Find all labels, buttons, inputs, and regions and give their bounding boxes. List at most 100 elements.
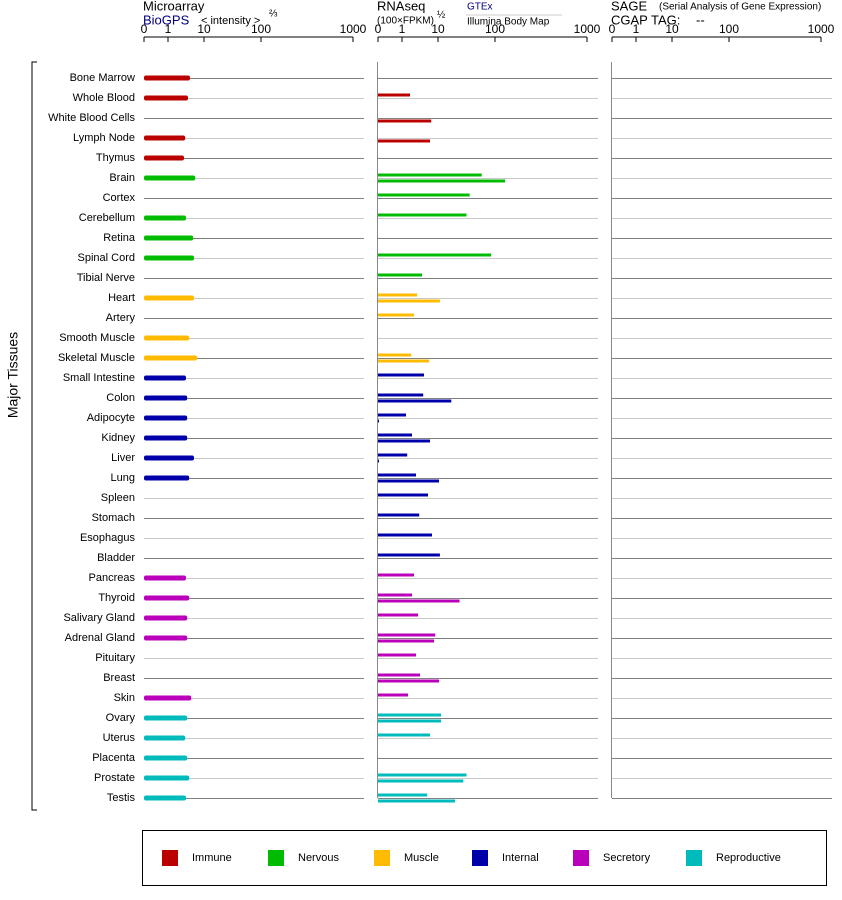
x-tick-label: 10 xyxy=(665,22,679,36)
category-label: Placenta xyxy=(92,752,136,764)
legend-swatch xyxy=(686,850,702,866)
category-label: Lung xyxy=(111,472,135,484)
bar xyxy=(378,353,412,357)
legend-label: Immune xyxy=(192,852,232,864)
x-tick-label: 0 xyxy=(141,22,148,36)
series-name: Illumina Body Map xyxy=(467,17,550,28)
bar xyxy=(378,493,428,497)
bar xyxy=(144,595,190,601)
category-label: Cerebellum xyxy=(79,212,135,224)
category-label: Salivary Gland xyxy=(63,612,135,624)
bar xyxy=(144,415,188,421)
x-tick-label: 1 xyxy=(399,22,406,36)
category-label: Heart xyxy=(108,292,135,304)
bar xyxy=(378,473,416,477)
category-label: Tibial Nerve xyxy=(77,272,135,284)
bar xyxy=(378,653,416,657)
x-tick-label: 0 xyxy=(609,22,616,36)
panel-source: BioGPS xyxy=(143,12,190,27)
bar xyxy=(144,255,194,261)
bar xyxy=(378,533,432,537)
bar xyxy=(378,293,418,297)
panel-title: SAGE xyxy=(611,0,647,13)
series-name: GTEx xyxy=(467,2,493,13)
category-label: Prostate xyxy=(94,772,135,784)
legend-swatch xyxy=(268,850,284,866)
category-label: Lymph Node xyxy=(73,132,135,144)
bar xyxy=(378,719,442,723)
tag-value: -- xyxy=(696,12,705,27)
x-tick-label: 1000 xyxy=(808,22,835,36)
bar xyxy=(144,775,190,781)
category-label: Adipocyte xyxy=(87,412,135,424)
bar xyxy=(378,793,428,797)
panel-unit: (100×FPKM) xyxy=(377,16,434,27)
category-label: Spinal Cord xyxy=(78,252,135,264)
bar xyxy=(378,679,440,683)
panel-title: RNAseq xyxy=(377,0,425,13)
x-tick-label: 1000 xyxy=(340,22,367,36)
legend-label: Reproductive xyxy=(716,852,781,864)
bar xyxy=(378,633,436,637)
bar xyxy=(378,479,440,483)
x-tick-label: 100 xyxy=(719,22,739,36)
panel-unit-exponent: ½ xyxy=(437,10,446,21)
category-label: Smooth Muscle xyxy=(59,332,135,344)
category-label: Kidney xyxy=(101,432,135,444)
category-label: Skeletal Muscle xyxy=(58,352,135,364)
bar xyxy=(378,179,506,183)
bar xyxy=(144,735,186,741)
category-label: Adrenal Gland xyxy=(65,632,135,644)
category-label: Pancreas xyxy=(89,572,136,584)
bar xyxy=(144,635,188,641)
bar xyxy=(144,155,184,161)
bar xyxy=(378,299,440,303)
bar xyxy=(144,435,188,441)
legend-swatch xyxy=(162,850,178,866)
bracket xyxy=(31,61,37,811)
bar xyxy=(144,295,194,301)
bar xyxy=(144,475,190,481)
bar xyxy=(378,433,412,437)
category-label: Retina xyxy=(103,232,136,244)
bar xyxy=(378,779,464,783)
bar xyxy=(144,355,198,361)
category-label: Breast xyxy=(103,672,135,684)
bar xyxy=(378,639,434,643)
category-label: Ovary xyxy=(106,712,136,724)
x-tick-label: 10 xyxy=(197,22,211,36)
bar xyxy=(378,119,432,123)
bar xyxy=(378,553,440,557)
bar xyxy=(378,359,430,363)
bar xyxy=(378,399,452,403)
category-label: Bone Marrow xyxy=(70,72,135,84)
category-label: Thymus xyxy=(96,152,136,164)
category-label: Small Intestine xyxy=(63,372,135,384)
category-label: Colon xyxy=(106,392,135,404)
bar xyxy=(144,795,186,801)
category-label: Spleen xyxy=(101,492,135,504)
bar xyxy=(144,375,186,381)
bar xyxy=(378,693,408,697)
category-label: Bladder xyxy=(97,552,135,564)
category-label: Esophagus xyxy=(80,532,136,544)
category-label: Stomach xyxy=(92,512,135,524)
bar xyxy=(378,373,424,377)
x-tick-label: 1 xyxy=(165,22,172,36)
bar xyxy=(378,173,482,177)
bar xyxy=(378,673,420,677)
legend-label: Secretory xyxy=(603,852,651,864)
legend-swatch xyxy=(472,850,488,866)
bar xyxy=(378,419,379,423)
bar xyxy=(378,459,379,463)
tag-label: CGAP TAG: xyxy=(611,12,680,27)
bar xyxy=(378,139,430,143)
x-tick-label: 100 xyxy=(485,22,505,36)
bar xyxy=(378,313,414,317)
category-label: Brain xyxy=(109,172,135,184)
bar xyxy=(144,455,194,461)
bar xyxy=(144,215,186,221)
bar xyxy=(144,75,190,81)
x-tick-label: 10 xyxy=(431,22,445,36)
category-label: Artery xyxy=(106,312,136,324)
